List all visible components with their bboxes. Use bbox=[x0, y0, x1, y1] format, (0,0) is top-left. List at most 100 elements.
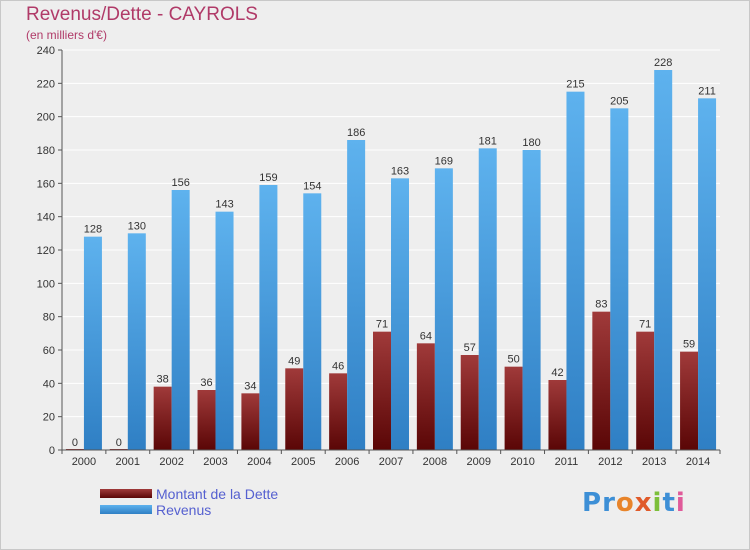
y-tick-label: 100 bbox=[37, 278, 55, 290]
y-tick-label: 40 bbox=[43, 378, 55, 390]
data-label-revenue: 130 bbox=[128, 220, 146, 232]
data-label-revenue: 181 bbox=[479, 135, 497, 147]
x-tick-label: 2007 bbox=[379, 456, 403, 468]
data-label-revenue: 143 bbox=[215, 199, 233, 211]
logo-letter: t bbox=[662, 488, 676, 518]
bar-revenue bbox=[654, 70, 673, 450]
data-label-debt: 0 bbox=[72, 437, 78, 449]
y-tick-label: 140 bbox=[37, 212, 55, 224]
data-label-debt: 71 bbox=[639, 319, 651, 331]
y-tick-label: 120 bbox=[37, 245, 55, 257]
legend-label-revenue: Revenus bbox=[156, 502, 212, 518]
bar-revenue bbox=[434, 168, 453, 451]
legend-swatch-revenue bbox=[100, 505, 152, 514]
x-tick-label: 2010 bbox=[510, 456, 534, 468]
data-label-debt: 71 bbox=[376, 319, 388, 331]
x-tick-label: 2008 bbox=[423, 456, 447, 468]
data-label-debt: 50 bbox=[507, 354, 519, 366]
data-label-revenue: 205 bbox=[610, 95, 628, 107]
bar-revenue bbox=[347, 140, 366, 450]
x-tick-label: 2006 bbox=[335, 456, 359, 468]
y-tick-label: 220 bbox=[37, 78, 55, 90]
data-label-debt: 0 bbox=[116, 437, 122, 449]
x-tick-label: 2014 bbox=[686, 456, 710, 468]
bar-debt bbox=[548, 380, 567, 450]
bar-debt bbox=[197, 390, 216, 450]
bar-revenue bbox=[171, 190, 190, 450]
data-label-debt: 34 bbox=[244, 380, 256, 392]
x-tick-label: 2013 bbox=[642, 456, 666, 468]
data-label-revenue: 154 bbox=[303, 180, 321, 192]
logo-letter: i bbox=[675, 488, 686, 518]
data-label-revenue: 211 bbox=[698, 85, 716, 97]
data-label-revenue: 159 bbox=[259, 172, 277, 184]
logo-letter: i bbox=[652, 488, 663, 518]
data-label-debt: 83 bbox=[595, 299, 607, 311]
bar-revenue bbox=[698, 98, 717, 450]
data-label-revenue: 215 bbox=[566, 79, 584, 91]
bar-revenue bbox=[215, 211, 234, 450]
data-label-revenue: 163 bbox=[391, 165, 409, 177]
x-tick-label: 2002 bbox=[159, 456, 183, 468]
y-tick-label: 60 bbox=[43, 345, 55, 357]
bar-debt bbox=[592, 311, 611, 450]
data-label-revenue: 128 bbox=[84, 224, 102, 236]
data-label-revenue: 169 bbox=[435, 155, 453, 167]
bar-debt bbox=[680, 351, 699, 450]
x-tick-label: 2005 bbox=[291, 456, 315, 468]
logo-letter: o bbox=[615, 488, 635, 518]
y-tick-label: 180 bbox=[37, 145, 55, 157]
data-label-debt: 64 bbox=[420, 330, 432, 342]
bar-revenue bbox=[610, 108, 629, 450]
proxiti-logo: Proxiti bbox=[582, 488, 686, 518]
chart-title: Revenus/Dette - CAYROLS bbox=[26, 4, 258, 25]
y-tick-label: 160 bbox=[37, 178, 55, 190]
data-label-debt: 46 bbox=[332, 360, 344, 372]
bar-revenue bbox=[522, 150, 541, 450]
bar-debt bbox=[153, 386, 172, 450]
data-label-debt: 42 bbox=[551, 367, 563, 379]
bar-revenue bbox=[259, 185, 278, 450]
data-label-revenue: 156 bbox=[171, 177, 189, 189]
bar-debt bbox=[241, 393, 260, 450]
bar-revenue bbox=[566, 91, 585, 451]
x-tick-label: 2012 bbox=[598, 456, 622, 468]
y-tick-label: 240 bbox=[37, 45, 55, 57]
data-label-debt: 57 bbox=[464, 342, 476, 354]
legend-label-debt: Montant de la Dette bbox=[156, 486, 279, 502]
bar-debt bbox=[416, 343, 435, 450]
x-tick-label: 2000 bbox=[72, 456, 96, 468]
data-label-revenue: 228 bbox=[654, 57, 672, 69]
bar-revenue bbox=[83, 236, 102, 450]
y-tick-label: 80 bbox=[43, 312, 55, 324]
bar-revenue bbox=[391, 178, 409, 451]
bar-debt bbox=[460, 355, 479, 450]
data-label-debt: 36 bbox=[200, 377, 212, 389]
bar-revenue bbox=[127, 233, 146, 450]
data-label-revenue: 180 bbox=[522, 137, 540, 149]
x-tick-label: 2011 bbox=[555, 456, 579, 468]
x-tick-label: 2003 bbox=[203, 456, 227, 468]
bar-debt bbox=[504, 366, 523, 450]
data-label-debt: 49 bbox=[288, 355, 300, 367]
y-tick-label: 0 bbox=[49, 445, 55, 457]
data-label-revenue: 186 bbox=[347, 127, 365, 139]
legend-swatch-debt bbox=[100, 489, 152, 498]
logo-letter: r bbox=[602, 488, 616, 518]
bar-revenue bbox=[478, 148, 497, 451]
bar-debt bbox=[285, 368, 304, 450]
bar-revenue bbox=[303, 193, 322, 451]
x-tick-label: 2009 bbox=[466, 456, 490, 468]
bar-debt bbox=[373, 331, 391, 450]
data-label-debt: 38 bbox=[157, 374, 169, 386]
x-tick-label: 2001 bbox=[116, 456, 140, 468]
logo-letter: x bbox=[634, 488, 653, 518]
bar-debt bbox=[636, 331, 655, 450]
bar-debt bbox=[329, 373, 348, 450]
logo-letter: P bbox=[582, 488, 603, 518]
data-label-debt: 59 bbox=[683, 339, 695, 351]
x-tick-label: 2004 bbox=[247, 456, 271, 468]
chart-subtitle: (en milliers d'€) bbox=[26, 28, 107, 42]
y-tick-label: 20 bbox=[43, 412, 55, 424]
